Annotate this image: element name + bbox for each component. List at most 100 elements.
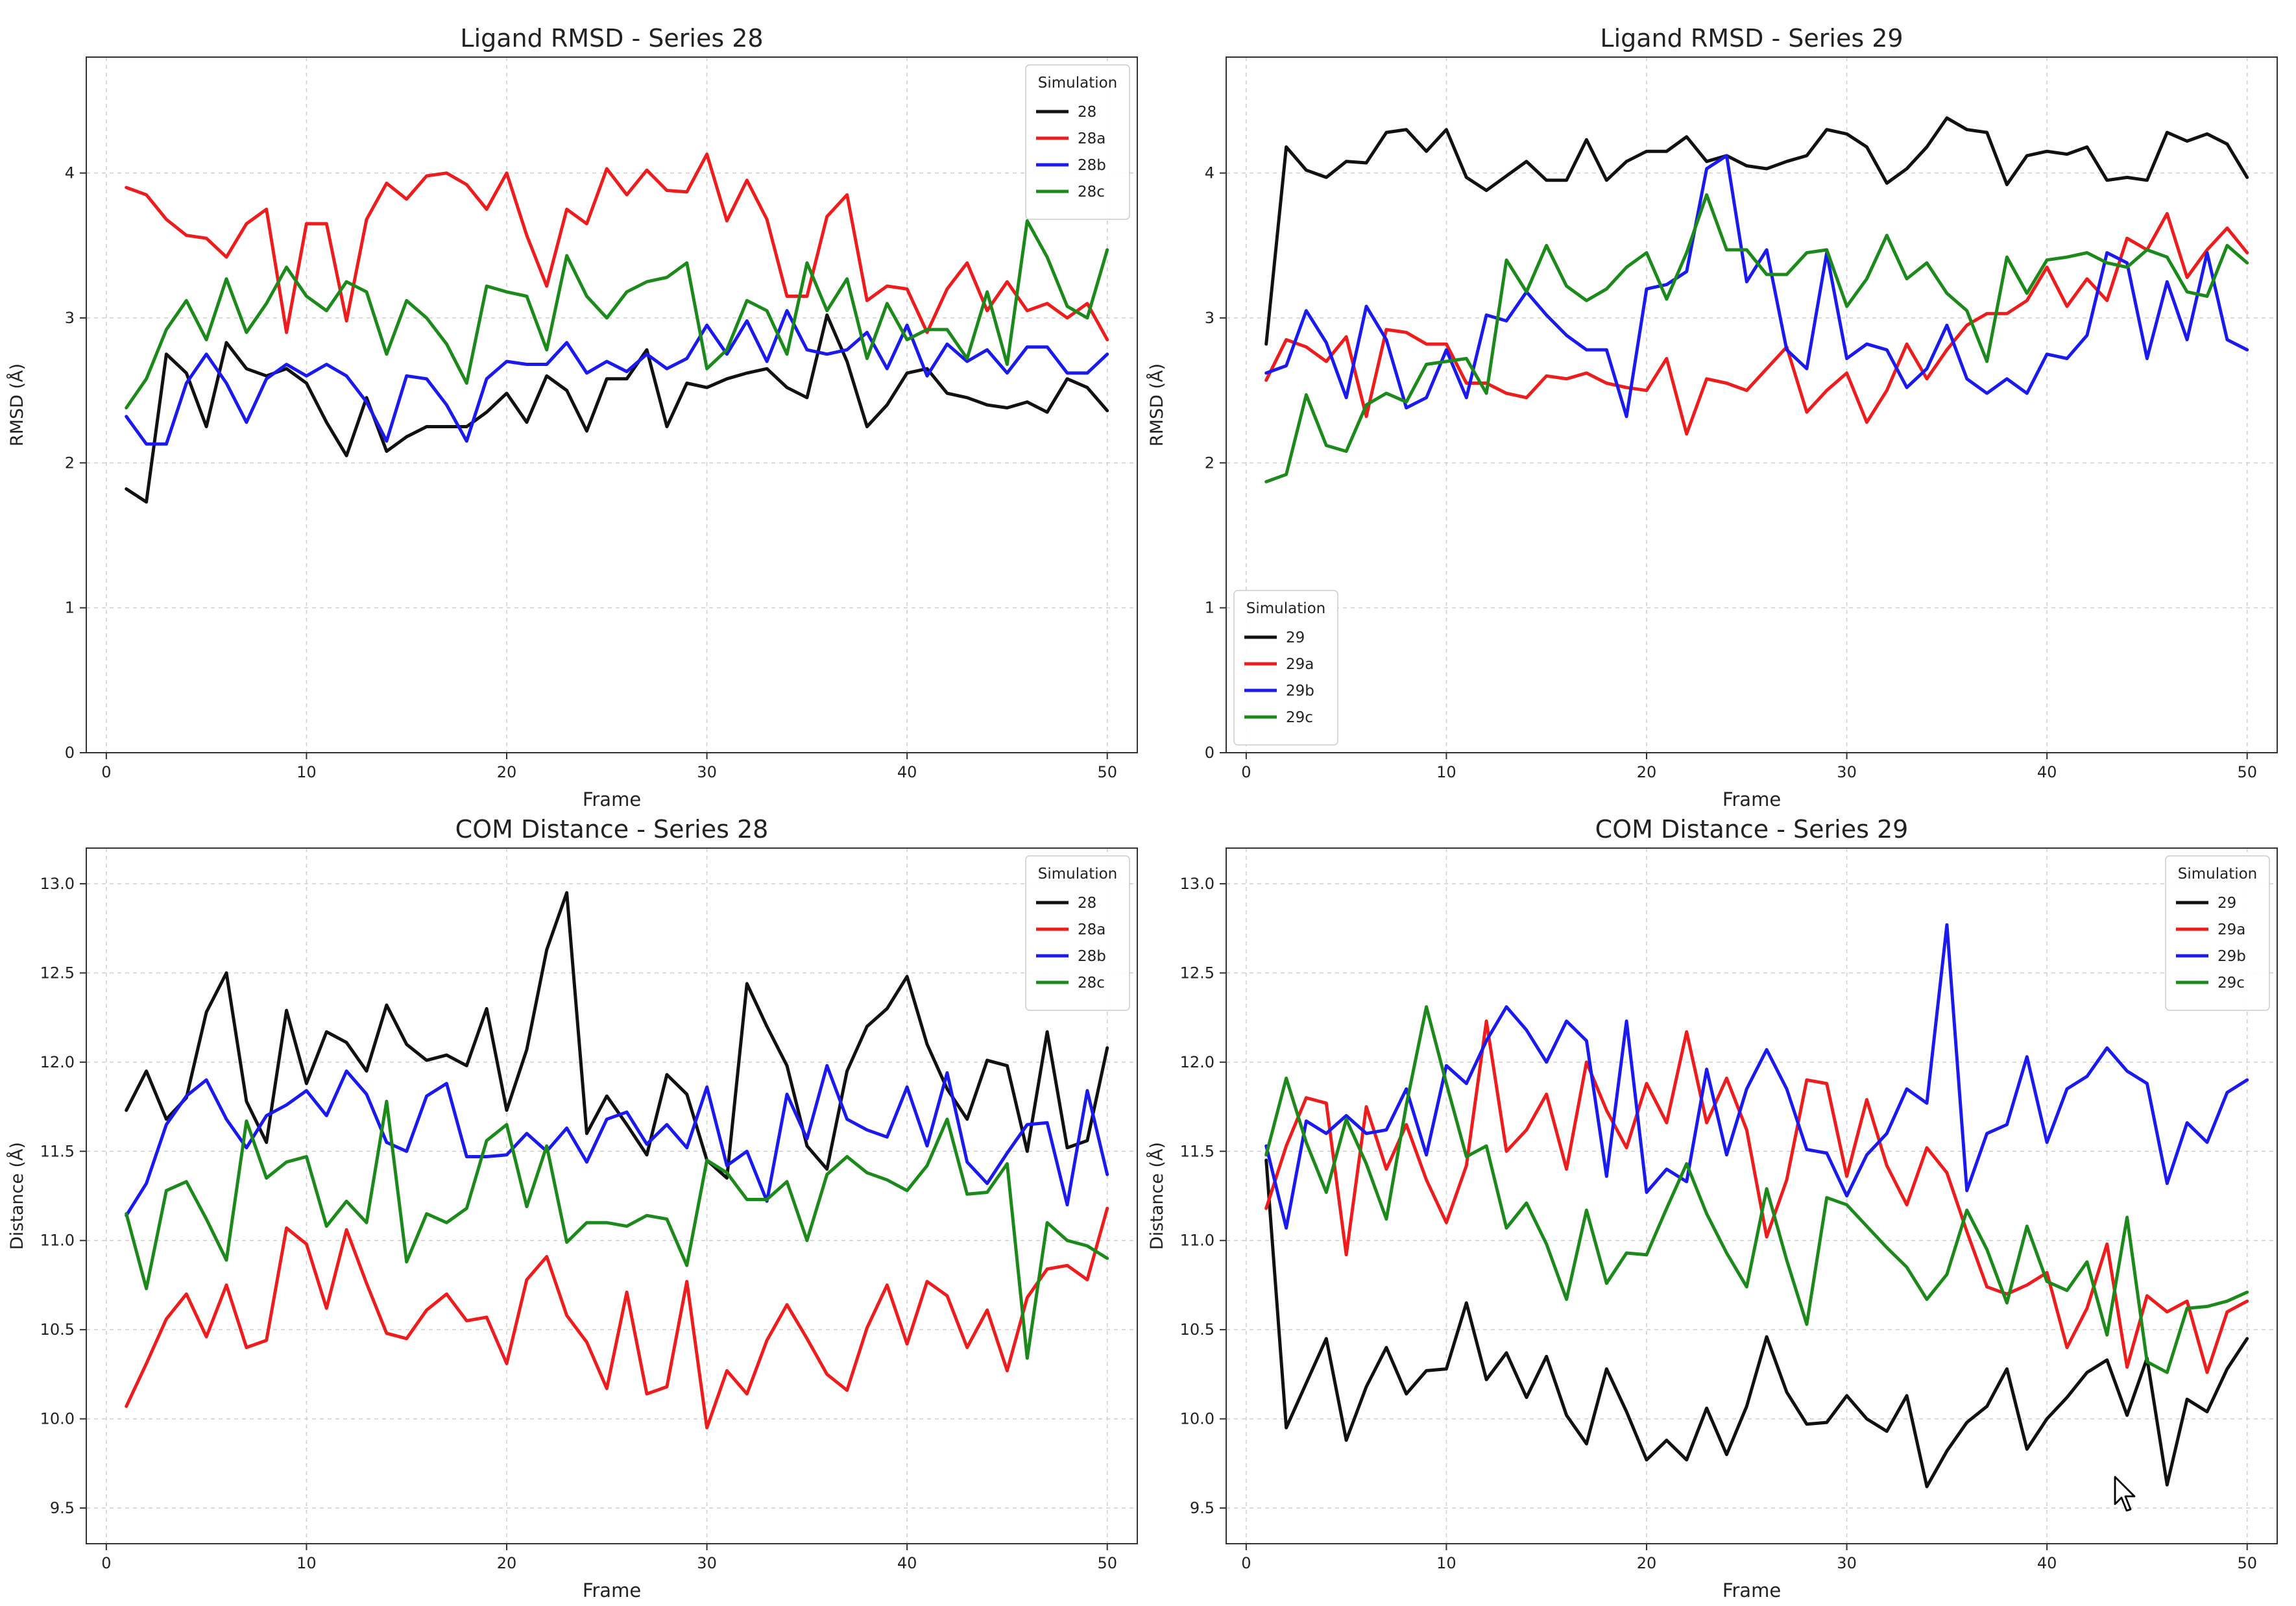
x-axis-label: Frame [583,788,641,810]
series-line-29b [1264,923,2249,1230]
plot-frame [86,847,1138,1544]
x-axis-label: Frame [583,1579,641,1601]
y-axis-label: RMSD (Å) [1146,363,1167,446]
x-tick-label: 40 [897,763,917,781]
chart-panel-1: 0 10 20 30 40 50 0 1 2 3 4 Ligand RMSD - Series 28 F… [6,24,1138,810]
legend-box [1025,855,1130,1011]
y-tick-label: 11.0 [1180,1232,1214,1250]
x-tick-label: 30 [697,763,717,781]
series-line-29b [1264,154,2249,419]
plot-frame [1226,847,2278,1544]
series-line-28a [125,1206,1109,1430]
y-tick-label: 12.0 [40,1053,75,1071]
x-axis-label: Frame [1722,788,1781,810]
x-tick-label: 40 [2037,763,2057,781]
x-tick-label: 50 [1097,1554,1117,1572]
x-axis-label: Frame [1722,1579,1781,1601]
legend-title: Simulation [2178,866,2258,882]
series-line-29c [1264,1005,2249,1374]
y-tick-label: 0 [1205,744,1214,762]
series-line-29c [1264,193,2249,483]
y-tick-label: 3 [1205,309,1214,327]
series-line-29 [1264,116,2249,346]
x-tick-label: 0 [1241,1554,1251,1572]
y-tick-label: 12.5 [1180,964,1214,982]
series-line-28c [125,1099,1109,1360]
x-tick-label: 30 [697,1554,717,1572]
y-tick-label: 10.5 [40,1320,75,1339]
legend-title: Simulation [1038,866,1118,882]
x-tick-label: 10 [296,763,317,781]
chart-panel-2: 0 10 20 30 40 50 0 1 2 3 4 Ligand RMSD - Series 29 F… [1146,24,2278,810]
legend-box [1025,64,1130,220]
legend-box [2165,855,2270,1011]
y-tick-label: 11.0 [40,1232,75,1250]
chart-title: Ligand RMSD - Series 28 [460,24,763,53]
x-tick-label: 0 [1241,763,1251,781]
legend-label-28b: 28b [1078,157,1106,174]
x-tick-label: 0 [101,1554,111,1572]
legend-label-28b: 28b [1078,948,1106,965]
y-tick-label: 2 [1205,454,1214,472]
legend: Simulation 28 28a 28b 28c [1025,855,1130,1011]
chart-panel-4: 0 10 20 30 40 50 9.5 10.0 10.5 11.0 11.5 12.0 12.5 13… [1146,815,2278,1601]
y-axis-label: Distance (Å) [6,1142,27,1250]
y-tick-label: 10.0 [40,1410,75,1428]
legend-label-28: 28 [1078,104,1096,121]
x-tick-label: 40 [897,1554,917,1572]
y-tick-label: 13.0 [40,875,75,893]
y-tick-label: 9.5 [50,1499,75,1517]
legend: Simulation 29 29a 29b 29c [2165,855,2270,1011]
y-tick-label: 9.5 [1190,1499,1214,1517]
x-tick-label: 20 [1637,763,1657,781]
mouse-cursor-icon [2114,1476,2136,1512]
series-line-28a [125,152,1109,341]
y-tick-label: 11.5 [1180,1142,1214,1160]
legend-label-29c: 29c [2217,975,2245,992]
legend-label-29c: 29c [1286,709,1313,726]
legend-label-29: 29 [2217,895,2236,912]
legend: Simulation 28 28a 28b 28c [1025,64,1130,220]
y-tick-label: 11.5 [40,1142,75,1160]
y-tick-label: 0 [65,744,75,762]
y-tick-label: 3 [65,309,75,327]
y-tick-label: 1 [65,599,75,617]
y-tick-label: 4 [1205,164,1214,182]
chart-title: COM Distance - Series 29 [1595,815,1909,844]
x-tick-label: 40 [2037,1554,2057,1572]
legend-label-29: 29 [1286,629,1305,646]
legend-label-28a: 28a [1078,921,1106,938]
x-tick-label: 20 [1637,1554,1657,1572]
y-tick-label: 12.0 [1180,1053,1214,1071]
x-tick-label: 50 [2237,763,2257,781]
legend-label-29a: 29a [2217,921,2245,938]
chart-panel-3: 0 10 20 30 40 50 9.5 10.0 10.5 11.0 11.5 12.0 12.5 13… [6,815,1138,1601]
x-tick-label: 30 [1837,1554,1857,1572]
plot-frame [1226,56,2278,753]
x-tick-label: 50 [2237,1554,2257,1572]
y-tick-label: 12.5 [40,964,75,982]
series-line-28c [125,219,1109,409]
y-tick-label: 2 [65,454,75,472]
legend-label-29b: 29b [1286,683,1314,700]
legend-label-29b: 29b [2217,948,2246,965]
legend-title: Simulation [1246,600,1326,617]
legend-label-28c: 28c [1078,184,1105,201]
x-tick-label: 50 [1097,763,1117,781]
legend-title: Simulation [1038,75,1118,91]
x-tick-label: 10 [1436,1554,1456,1572]
legend: Simulation 29 29a 29b 29c [1233,590,1338,746]
x-tick-label: 30 [1837,763,1857,781]
x-tick-label: 20 [497,1554,517,1572]
x-tick-label: 10 [296,1554,317,1572]
y-axis-label: RMSD (Å) [6,363,27,446]
x-tick-label: 20 [497,763,517,781]
x-tick-label: 0 [101,763,111,781]
series-line-28b [125,1064,1109,1217]
plot-frame [86,56,1138,753]
series-line-29a [1264,1019,2249,1374]
legend-label-28a: 28a [1078,130,1106,147]
y-axis-label: Distance (Å) [1146,1142,1167,1250]
chart-title: COM Distance - Series 28 [455,815,769,844]
